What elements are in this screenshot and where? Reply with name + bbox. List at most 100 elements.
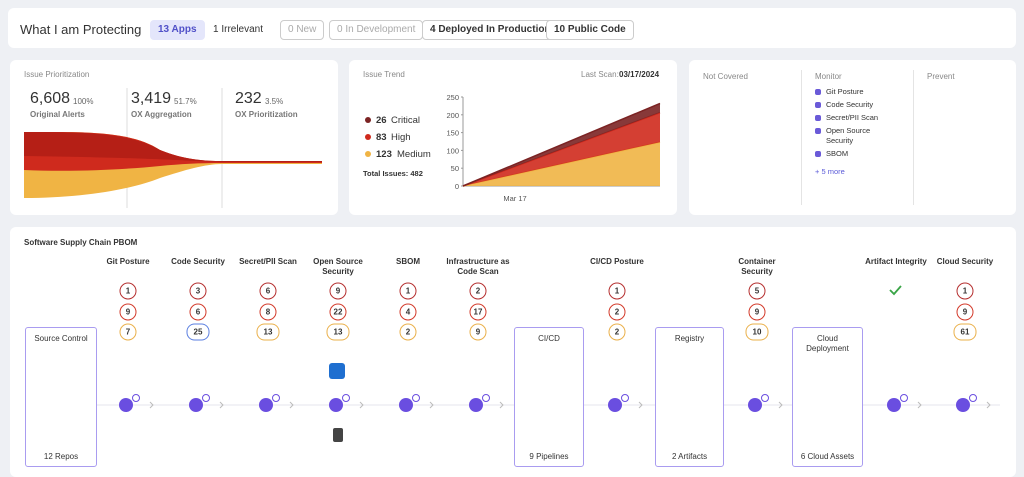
prioritization-panel: Issue Prioritization 6,608 100% Original A… (10, 60, 338, 215)
legend-dot (365, 117, 371, 123)
total: Total Issues: 482 (363, 169, 423, 178)
stat-value: 6,608 (30, 90, 71, 107)
item-label: Secret/PII Scan (826, 113, 879, 122)
count-badge: 2 (608, 323, 626, 341)
column-title: Not Covered (703, 72, 748, 81)
more-link[interactable]: + 5 more (815, 167, 845, 176)
area-line (462, 102, 661, 187)
panel-title: Software Supply Chain PBOM (24, 238, 138, 247)
count-badge: 13 (256, 323, 280, 341)
filter-chip[interactable]: 0 In Development (329, 20, 424, 40)
filter-chip[interactable]: 1 Irrelevant (205, 20, 272, 40)
count-badge: 6 (189, 303, 207, 320)
count-badge: 9 (469, 323, 487, 341)
count-badge: 25 (186, 323, 210, 341)
count-badge: 6 (259, 282, 277, 300)
panel-title: Issue Trend (363, 70, 405, 79)
check-name: Artifact Integrity (865, 257, 927, 266)
stat-percent: 3.5% (265, 97, 284, 106)
stat-label: Original Alerts (30, 110, 85, 119)
count-badge: 13 (326, 323, 350, 341)
check-name: Git Posture (106, 257, 150, 266)
divider (801, 70, 802, 205)
count-badge: 9 (329, 282, 347, 300)
stat-label: OX Aggregation (131, 110, 192, 119)
count-badge: 2 (608, 303, 626, 320)
column-title: Prevent (927, 72, 955, 81)
count-badge: 5 (748, 282, 766, 300)
area-line (462, 141, 661, 187)
item-icon (815, 151, 821, 157)
check-name: CI/CD Posture (590, 257, 644, 266)
stage-name: CI/CD (538, 334, 560, 343)
count-badge: 3 (189, 282, 207, 300)
stat-value: 232 (235, 90, 262, 107)
count-badge: 22 (329, 303, 347, 320)
count-badge: 10 (745, 323, 769, 341)
check-name: Secret/PII Scan (239, 257, 297, 266)
item-icon (815, 115, 821, 121)
legend-label: Medium (397, 149, 431, 160)
item-icon (815, 102, 821, 108)
title: What I am Protecting (20, 22, 142, 37)
check-name: Infrastructure as Code Scan (446, 257, 510, 276)
stage-footer: 6 Cloud Assets (800, 452, 855, 461)
item-label: Code Security (826, 100, 874, 109)
stage-name: Cloud Deployment (806, 334, 849, 353)
stage-footer: 2 Artifacts (671, 452, 708, 461)
legend-label: High (391, 132, 411, 143)
count-badge: 2 (469, 282, 487, 300)
filter-chip[interactable]: 10 Public Code (546, 20, 634, 40)
stage-box: Source Control 12 Repos (25, 327, 97, 467)
count-badge: 61 (953, 323, 977, 341)
count-badge: 1 (119, 282, 137, 300)
trend-chart: 0 50 100 150 200 250 Mar 17 (446, 93, 661, 203)
item-icon (815, 89, 821, 95)
last-scan-label: Last Scan: (581, 70, 619, 79)
filter-chip[interactable]: 4 Deployed In Production (422, 20, 559, 40)
y-tick-label: 150 (446, 129, 459, 138)
check-name: Cloud Security (936, 257, 994, 266)
legend-dot (365, 134, 371, 140)
filter-chip[interactable]: 13 Apps (150, 20, 205, 40)
count-badge: 2 (399, 323, 417, 341)
check-name: Open Source Security (313, 257, 363, 276)
stat-percent: 51.7% (174, 97, 197, 106)
stage-name: Registry (674, 334, 705, 343)
item-label: SBOM (826, 149, 849, 158)
legend-label: Critical (391, 115, 421, 126)
item-label: Open Source Security (826, 126, 871, 145)
check-name: Container Security (738, 257, 776, 276)
y-tick-label: 50 (451, 164, 459, 173)
stage-footer: 12 Repos (43, 452, 79, 461)
stage-box: Registry 2 Artifacts (655, 327, 724, 467)
y-tick-label: 250 (446, 93, 459, 102)
count-badge: 9 (748, 303, 766, 320)
legend-count: 83 (376, 132, 387, 143)
filter-chip[interactable]: 0 New (280, 20, 325, 40)
check-name: SBOM (396, 257, 420, 266)
y-tick-label: 200 (446, 111, 459, 120)
stage-footer: 9 Pipelines (529, 452, 569, 461)
y-tick-label: 0 (455, 182, 459, 191)
legend-dot (365, 151, 371, 157)
legend-count: 123 (376, 149, 392, 160)
count-badge: 1 (608, 282, 626, 300)
panel-title: Issue Prioritization (24, 70, 90, 79)
count-badge: 9 (956, 303, 974, 320)
divider (913, 70, 914, 205)
item-icon (815, 128, 821, 134)
coverage-panel: Not Covered Monitor Git Posture Code Securi… (689, 60, 1016, 215)
column-title: Monitor (815, 72, 842, 81)
legend-count: 26 (376, 115, 387, 126)
count-badge: 7 (119, 323, 137, 341)
trend-panel: Issue Trend Last Scan: 03/17/2024 Total … (349, 60, 677, 215)
count-badge: 8 (259, 303, 277, 320)
x-axis-label: Mar 17 (503, 194, 526, 203)
stage-box: CI/CD 9 Pipelines (514, 327, 584, 467)
item-label: Git Posture (826, 87, 864, 96)
count-badge: 1 (956, 282, 974, 300)
count-badge: 17 (469, 303, 487, 320)
stage-box: Cloud Deployment 6 Cloud Assets (792, 327, 863, 467)
count-badge: 4 (399, 303, 417, 320)
